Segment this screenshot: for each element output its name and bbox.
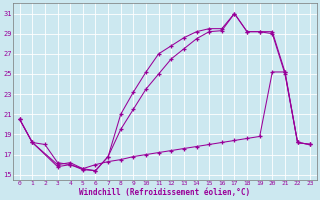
X-axis label: Windchill (Refroidissement éolien,°C): Windchill (Refroidissement éolien,°C) bbox=[79, 188, 251, 197]
